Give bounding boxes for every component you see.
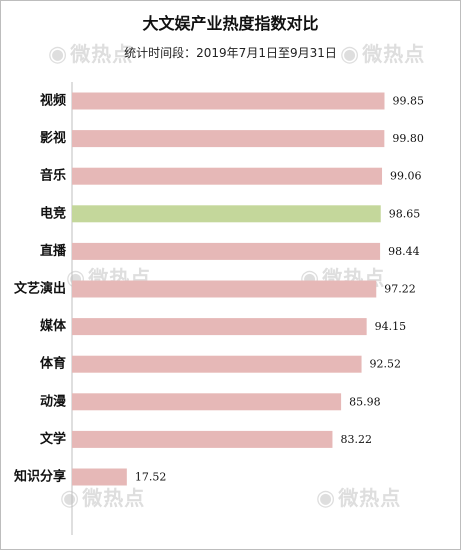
category-label: 电竞 — [40, 205, 66, 221]
category-label: 媒体 — [40, 318, 67, 334]
data-label: 17.52 — [135, 471, 167, 484]
bar — [72, 130, 385, 148]
category-label: 影视 — [40, 130, 66, 146]
watermark-logo-icon: ◉ — [60, 486, 81, 511]
category-label: 动漫 — [40, 393, 66, 409]
bar — [72, 430, 333, 448]
watermark: ◉ 微热点 — [340, 42, 426, 67]
data-label: 83.22 — [340, 433, 372, 446]
data-label: 99.06 — [390, 170, 422, 183]
category-label: 音乐 — [40, 168, 66, 184]
bar — [72, 205, 381, 223]
bar — [72, 393, 342, 411]
watermark: ◉ 微热点 — [48, 42, 134, 67]
category-label: 知识分享 — [14, 469, 66, 485]
data-label: 94.15 — [375, 320, 407, 333]
data-label: 85.98 — [349, 395, 381, 408]
category-label: 视频 — [40, 93, 66, 109]
watermark-logo-icon: ◉ — [316, 486, 337, 511]
bar — [72, 92, 385, 110]
category-label: 直播 — [40, 243, 67, 259]
chart-title: 大文娱产业热度指数对比 — [142, 14, 319, 33]
watermark-logo-icon: ◉ — [340, 42, 361, 67]
bar — [72, 242, 381, 260]
bar — [72, 468, 127, 486]
data-label: 99.85 — [393, 95, 425, 108]
watermark-logo-icon: ◉ — [48, 42, 69, 67]
category-label: 文艺演出 — [14, 281, 66, 297]
chart-subtitle: 统计时间段：2019年7月1日至9月31日 — [124, 46, 337, 60]
category-label: 体育 — [40, 356, 66, 372]
watermark: ◉ 微热点 — [60, 486, 146, 511]
data-label: 97.22 — [384, 283, 416, 296]
bar — [72, 167, 383, 185]
bar — [72, 355, 362, 373]
category-label: 文学 — [40, 431, 66, 447]
watermark: ◉ 微热点 — [316, 486, 402, 511]
data-label: 98.65 — [389, 207, 421, 220]
bar — [72, 280, 377, 298]
bar — [72, 318, 367, 336]
data-label: 92.52 — [370, 358, 402, 371]
data-label: 98.44 — [388, 245, 420, 258]
data-label: 99.80 — [392, 132, 424, 145]
